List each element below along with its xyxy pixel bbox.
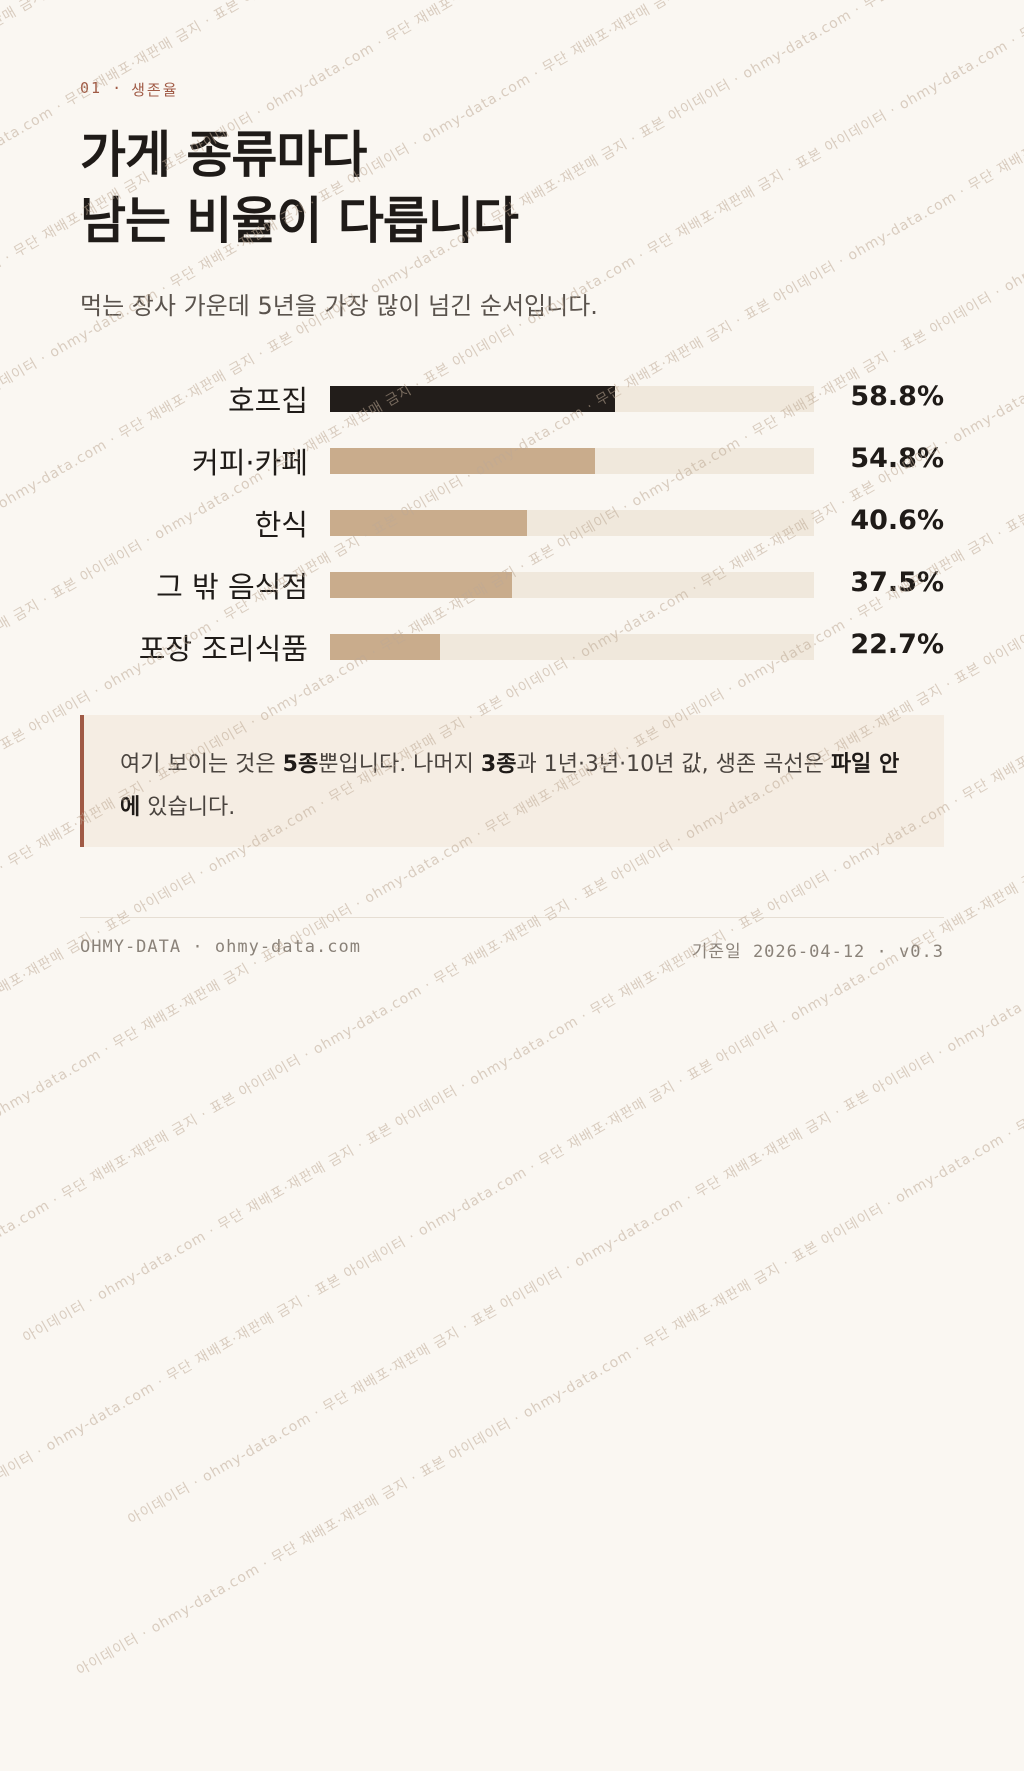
section-eyebrow: 01 · 생존율 <box>80 79 179 100</box>
bar-row: 그 밖 음식점 37.5% <box>0 556 1024 618</box>
watermark: 아이데이터 · ohmy-data.com · 무단 재배포·재판매 금지 · … <box>0 0 1024 1679</box>
bar <box>330 572 512 598</box>
bar-track <box>330 572 814 598</box>
footer-meta: 기준일 2026-04-12 · v0.3 <box>692 937 944 962</box>
note-bold-1: 5종 <box>282 752 319 777</box>
bar-label: 그 밖 음식점 <box>156 570 308 604</box>
bar-value-label: 22.7% <box>850 629 944 660</box>
bar <box>330 386 615 412</box>
bar-row: 한식 40.6% <box>0 494 1024 556</box>
bar-label: 포장 조리식품 <box>138 632 308 666</box>
bar-row: 포장 조리식품 22.7% <box>0 618 1024 680</box>
bar <box>330 634 440 660</box>
footer-separator-2: · <box>876 942 888 962</box>
note-text-3: 과 1년·3년·10년 값, 생존 곡선은 <box>516 752 831 777</box>
section-name: 생존율 <box>131 81 179 99</box>
eyebrow-separator: · <box>112 79 122 97</box>
bar-label: 커피·카페 <box>192 446 308 480</box>
bar-row: 커피·카페 54.8% <box>0 432 1024 494</box>
site-url: ohmy-data.com <box>214 937 361 957</box>
page-subtitle: 먹는 장사 가운데 5년을 가장 많이 넘긴 순서입니다. <box>80 292 598 320</box>
bar-value-label: 58.8% <box>850 381 944 412</box>
footer-separator: · <box>192 937 204 957</box>
bar-label: 한식 <box>254 508 308 542</box>
bar-value-label: 37.5% <box>850 567 944 598</box>
bar <box>330 510 527 536</box>
version: v0.3 <box>899 942 944 962</box>
bar <box>330 448 596 474</box>
title-line-1: 가게 종류마다 <box>80 126 367 184</box>
bar-row: 호프집 58.8% <box>0 370 1024 432</box>
note-bold-3: 파일 안에 <box>120 752 900 820</box>
note-text-1: 여기 보이는 것은 <box>120 752 283 777</box>
survival-bar-chart: 호프집 58.8% 커피·카페 54.8% 한식 40.6% 그 밖 음식점 37.5% 포장 … <box>0 370 1024 680</box>
bar-track <box>330 386 814 412</box>
title-line-2: 남는 비율이 다릅니다 <box>80 192 519 250</box>
bar-track <box>330 448 814 474</box>
footer-divider <box>80 917 944 918</box>
page-title: 가게 종류마다 남는 비율이 다릅니다 <box>80 122 519 254</box>
date-value: 2026-04-12 <box>752 942 866 962</box>
section-number: 01 <box>80 79 103 97</box>
note-text-2: 뿐입니다. 나머지 <box>318 752 481 777</box>
bar-value-label: 40.6% <box>850 505 944 536</box>
date-label: 기준일 <box>691 942 742 962</box>
note-bold-2: 3종 <box>480 752 517 777</box>
info-note: 여기 보이는 것은 5종뿐입니다. 나머지 3종과 1년·3년·10년 값, 생… <box>80 715 944 847</box>
bar-track <box>330 510 814 536</box>
bar-track <box>330 634 814 660</box>
footer-brand: OHMY-DATA · ohmy-data.com <box>80 937 361 957</box>
note-text-4: 있습니다. <box>140 795 236 820</box>
brand-name: OHMY-DATA <box>80 937 182 957</box>
bar-label: 호프집 <box>227 384 308 418</box>
bar-value-label: 54.8% <box>850 443 944 474</box>
